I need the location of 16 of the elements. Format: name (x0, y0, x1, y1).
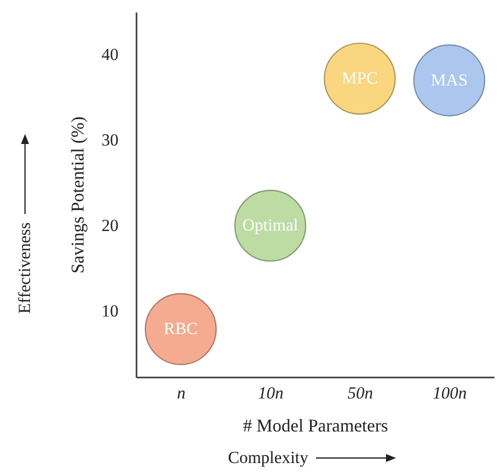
y-tick-label: 30 (102, 130, 118, 150)
x-tick-label: 100n (432, 384, 467, 402)
x-tick-label: 50n (348, 384, 373, 402)
y-tick-label: 40 (102, 45, 118, 64)
x-axis-title: # Model Parameters (243, 416, 388, 436)
x-tick-label: n (177, 384, 186, 402)
x-tick-label: 10n (258, 384, 284, 402)
text: Effectiveness (15, 222, 35, 314)
series-label: RBC (164, 319, 198, 338)
y-tick-label: 10 (102, 302, 118, 321)
series-label: MPC (342, 68, 378, 88)
series-label: MAS (430, 70, 468, 90)
text: Complexity (228, 448, 308, 468)
series-label: Optimal (242, 216, 298, 235)
y-tick-label: 20 (102, 216, 118, 236)
y-axis-title: Savings Potential (%) (68, 116, 88, 274)
